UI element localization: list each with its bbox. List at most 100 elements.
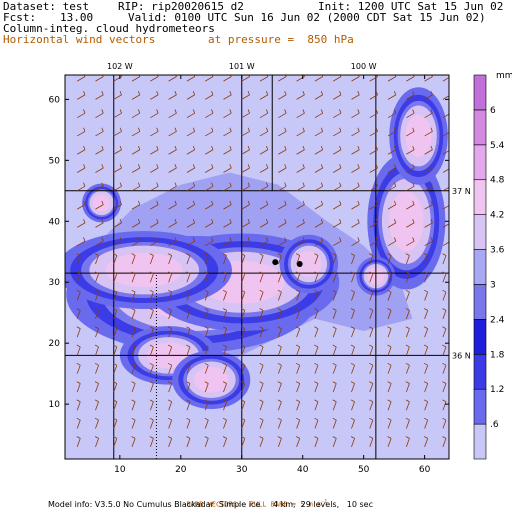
barb-shaft (405, 419, 410, 429)
barb-feather (229, 127, 232, 132)
wind-barb (405, 436, 410, 447)
wind-barb (350, 253, 355, 265)
barb-feather (376, 75, 378, 77)
wind-barb (442, 381, 447, 393)
barb-feather (222, 399, 227, 403)
barb-feather (405, 381, 410, 384)
wind-barb (167, 381, 173, 393)
barb-feather (303, 75, 305, 77)
barb-feather (332, 289, 337, 293)
x-tick-label: 30 (236, 465, 248, 475)
barb-shaft (387, 273, 392, 283)
barb-shaft (113, 419, 118, 429)
barb-feather (259, 362, 264, 366)
barb-shaft (113, 328, 118, 338)
wind-barb (76, 237, 86, 247)
barb-shaft (186, 346, 191, 356)
wind-barb (186, 164, 196, 173)
barb-shaft (332, 328, 337, 338)
wind-barb (406, 219, 415, 228)
barb-shaft (424, 94, 433, 100)
barb-shaft (332, 419, 337, 429)
wind-barb (442, 219, 449, 228)
wind-barb (259, 271, 264, 283)
wind-barb (369, 381, 374, 393)
barb-feather (149, 289, 154, 293)
barb-feather (222, 381, 227, 384)
wind-barb (277, 308, 282, 319)
barb-feather (204, 436, 209, 439)
wind-barb (168, 200, 177, 210)
barb-feather (149, 253, 154, 256)
barb-feather (387, 308, 392, 311)
wind-barb (387, 436, 392, 447)
wind-barb (387, 271, 392, 283)
barb-shaft (168, 255, 173, 265)
wind-barb (387, 308, 392, 319)
wind-barb (76, 289, 81, 301)
wind-barb (94, 381, 99, 393)
wind-barb (241, 91, 250, 100)
barb-feather (339, 219, 342, 224)
barb-feather (320, 182, 324, 187)
barb-feather (423, 362, 428, 366)
barb-shaft (150, 131, 159, 137)
barb-shaft (76, 255, 81, 265)
barb-feather (131, 253, 136, 256)
wind-barb (76, 127, 86, 137)
barb-shaft (387, 222, 397, 228)
barb-feather (314, 271, 319, 275)
wind-barb (259, 219, 269, 228)
wind-barb (295, 271, 301, 283)
wind-barb (405, 253, 410, 265)
wind-barb (241, 109, 250, 119)
wind-barb (150, 219, 159, 228)
barb-feather (259, 253, 264, 256)
barb-feather (442, 308, 447, 311)
barb-feather (192, 145, 196, 150)
wind-barb (204, 182, 214, 192)
wind-barb (94, 289, 99, 301)
wind-barb (149, 344, 154, 356)
barb-shaft (387, 401, 392, 411)
barb-shaft (277, 365, 282, 374)
x-tick-label: 50 (358, 465, 370, 475)
wind-barb (423, 417, 429, 429)
wind-barb (296, 109, 305, 119)
barb-shaft (424, 383, 429, 393)
barb-shaft (314, 401, 319, 411)
y-tick-label: 30 (49, 278, 61, 288)
colorbar-label: 1.8 (490, 350, 505, 360)
barb-shaft (278, 240, 287, 247)
barb-shaft (168, 76, 177, 82)
barb-feather (332, 344, 337, 348)
wind-barb (95, 91, 104, 100)
barb-shaft (442, 241, 449, 247)
barb-feather (412, 237, 415, 242)
barb-feather (314, 399, 319, 403)
barb-shaft (314, 94, 323, 100)
colorbar-swatch (473, 319, 487, 355)
barb-shaft (351, 383, 355, 393)
barb-feather (137, 219, 141, 224)
barb-feather (405, 417, 410, 421)
barb-shaft (296, 383, 301, 393)
barb-shaft (186, 240, 195, 247)
barb-feather (113, 362, 118, 366)
barb-feather (137, 109, 141, 114)
barb-feather (156, 91, 159, 96)
barb-shaft (186, 185, 195, 192)
barb-shaft (113, 401, 118, 411)
barb-shaft (405, 365, 410, 374)
wind-barb (295, 308, 301, 319)
barb-shaft (277, 419, 282, 429)
barb-feather (284, 219, 287, 224)
wind-barb (204, 308, 209, 319)
barb-shaft (406, 112, 415, 119)
y-tick-label: 40 (49, 217, 61, 227)
barb-feather (442, 344, 447, 348)
barb-feather (284, 145, 287, 150)
barb-shaft (241, 255, 246, 265)
field1-label: Column-integ. cloud hydrometeors (3, 22, 215, 35)
wind-barb (186, 109, 196, 119)
